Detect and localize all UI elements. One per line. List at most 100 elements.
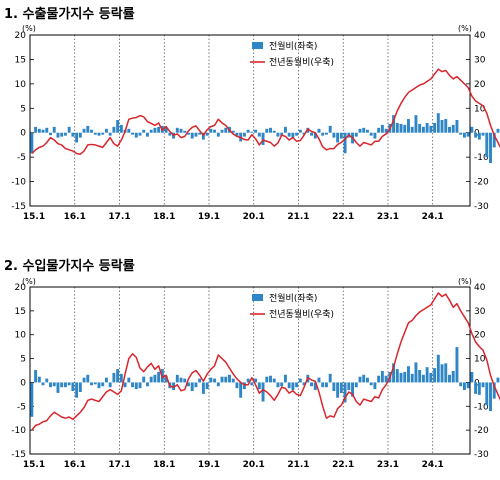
bar-mom <box>134 382 138 390</box>
bar-mom <box>269 127 272 133</box>
left-tick-label: 5 <box>20 355 26 365</box>
bar-mom <box>414 115 418 133</box>
bar-mom <box>224 376 228 383</box>
bar-mom <box>246 129 250 133</box>
left-tick-label: 15 <box>15 307 26 317</box>
bar-mom <box>231 130 235 133</box>
legend-label: 전년동월비(우축) <box>269 56 334 68</box>
bar-mom <box>477 382 481 395</box>
bar-mom <box>41 129 45 133</box>
bar-mom <box>347 382 351 391</box>
bar-mom <box>324 382 328 388</box>
bar-mom <box>250 131 254 133</box>
right-tick-label: 10 <box>474 355 486 365</box>
bar-mom <box>433 122 437 133</box>
bar-mom <box>358 376 362 383</box>
bar-mom <box>366 377 369 383</box>
bar-mom <box>459 382 463 387</box>
bar-mom <box>444 119 448 133</box>
x-tick-label: 16.1 <box>64 212 86 222</box>
bar-mom <box>142 376 146 383</box>
bar-mom <box>63 132 67 136</box>
bar-mom <box>377 375 381 383</box>
bar-mom <box>78 382 82 392</box>
legend-bar-swatch <box>252 42 263 49</box>
bar-mom <box>242 132 246 137</box>
left-tick-label: 20 <box>15 283 27 293</box>
bar-mom <box>86 374 90 383</box>
bar-mom <box>276 382 280 388</box>
bar-mom <box>187 382 190 387</box>
left-tick-label: -10 <box>11 426 26 436</box>
bar-mom <box>485 382 489 406</box>
left-tick-label: -5 <box>17 402 26 412</box>
bar-mom <box>30 132 34 154</box>
left-tick-label: -10 <box>11 178 26 188</box>
bar-mom <box>75 382 79 398</box>
bar-mom <box>97 382 101 389</box>
bar-mom <box>86 125 90 133</box>
x-tick-label: 18.1 <box>153 460 175 470</box>
bar-mom <box>280 132 284 136</box>
right-tick-label: 10 <box>474 104 486 114</box>
bar-mom <box>56 132 60 138</box>
legend-label: 전월비(좌축) <box>269 40 317 52</box>
bar-mom <box>37 376 41 383</box>
bar-mom <box>470 371 474 383</box>
bar-mom <box>183 378 187 383</box>
bar-mom <box>138 132 142 136</box>
legend-label: 전년동월비(우축) <box>269 308 334 320</box>
bar-mom <box>205 132 209 136</box>
bar-mom <box>280 382 284 387</box>
bar-mom <box>395 369 399 383</box>
bar-mom <box>287 382 291 389</box>
bar-mom <box>455 120 459 133</box>
bar-mom <box>403 124 407 133</box>
bar-mom <box>67 382 71 386</box>
x-tick-label: 24.1 <box>422 460 444 470</box>
bar-mom <box>187 132 190 135</box>
bar-mom <box>138 382 142 389</box>
bar-mom <box>101 132 105 135</box>
bar-mom <box>269 375 272 383</box>
bar-mom <box>149 376 153 383</box>
bar-mom <box>235 132 239 136</box>
line-yoy <box>31 292 500 431</box>
bar-mom <box>399 123 403 133</box>
bar-mom <box>369 382 373 386</box>
bar-mom <box>462 132 466 138</box>
right-axis-unit: (%) <box>458 24 472 33</box>
bar-mom <box>336 132 340 143</box>
bar-mom <box>123 382 127 388</box>
bar-mom <box>153 374 157 383</box>
bar-mom <box>93 382 97 385</box>
bar-mom <box>49 382 52 388</box>
bar-mom <box>265 128 269 133</box>
bar-mom <box>213 378 217 383</box>
bar-mom <box>354 382 358 388</box>
bar-mom <box>425 367 429 383</box>
bar-mom <box>276 132 280 137</box>
x-tick-label: 20.1 <box>243 460 265 470</box>
bar-mom <box>45 378 49 383</box>
bar-mom <box>489 382 492 412</box>
left-tick-label: -5 <box>17 153 26 163</box>
left-tick-label: 10 <box>15 331 27 341</box>
left-tick-label: 0 <box>20 378 26 388</box>
bar-mom <box>403 371 407 383</box>
bar-mom <box>492 132 496 148</box>
bar-mom <box>261 132 265 145</box>
bar-mom <box>392 363 396 383</box>
bar-mom <box>425 122 429 133</box>
bar-mom <box>90 129 93 133</box>
chart-title: 2. 수입물가지수 등락률 <box>4 259 135 274</box>
bar-mom <box>224 127 228 133</box>
bar-mom <box>448 374 451 383</box>
bar-mom <box>112 126 116 133</box>
legend: 전월비(좌축) 전년동월비(우축) <box>250 40 334 68</box>
bar-mom <box>283 374 287 383</box>
bar-mom <box>418 370 422 383</box>
bar-mom <box>201 132 205 140</box>
bar-mom <box>373 382 377 390</box>
bar-mom <box>477 132 481 140</box>
